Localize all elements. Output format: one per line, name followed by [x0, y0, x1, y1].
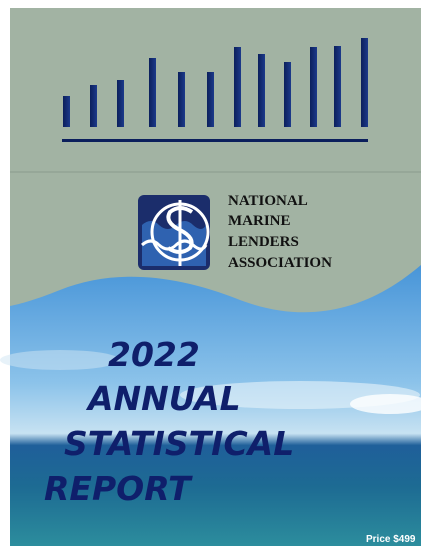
cloud [350, 394, 430, 414]
price: Price $499 [366, 534, 416, 545]
cloud [0, 350, 120, 370]
logo [138, 195, 210, 270]
header-panel [10, 8, 421, 312]
org-name-line: LENDERS [228, 234, 299, 250]
org-name-line: MARINE [228, 213, 291, 229]
org-name-line: NATIONAL [228, 193, 308, 209]
cover: NATIONAL MARINE LENDERS ASSOCIATION 2022… [0, 0, 431, 552]
title-line: ANNUAL [85, 379, 241, 418]
title-line: STATISTICAL [64, 424, 294, 463]
page: {"organization": {"lines": ["NATIONAL", … [0, 0, 431, 552]
title-line: 2022 [108, 335, 200, 374]
title-line: REPORT [44, 469, 193, 508]
bar-baseline [62, 139, 368, 142]
org-name-line: ASSOCIATION [228, 255, 332, 271]
